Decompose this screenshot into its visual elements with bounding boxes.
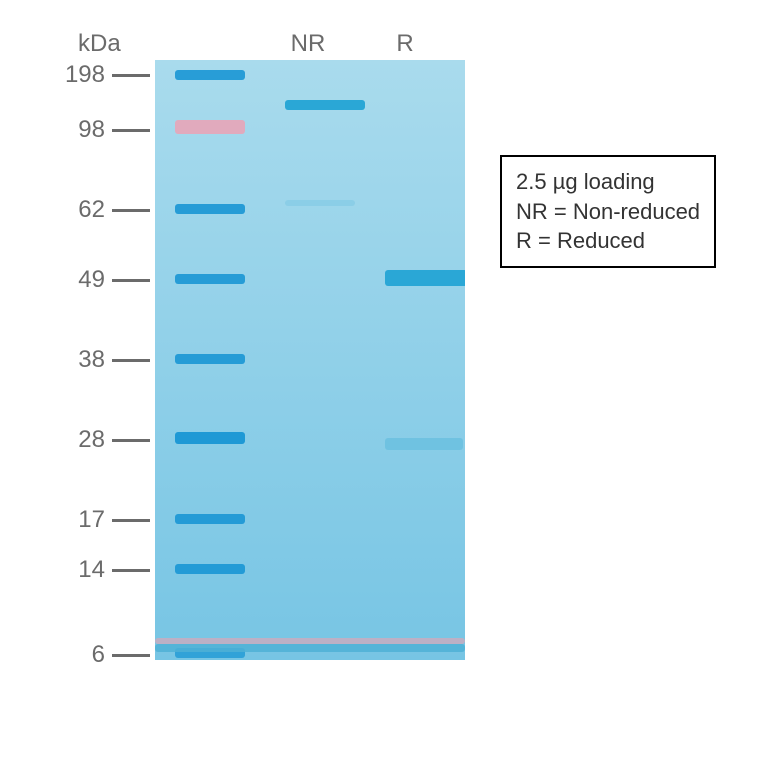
nr-band — [285, 100, 365, 110]
mw-label: 28 — [55, 426, 105, 454]
legend-line-r: R = Reduced — [516, 226, 700, 256]
mw-tick — [112, 654, 150, 657]
mw-tick — [112, 519, 150, 522]
ladder-band — [175, 70, 245, 80]
mw-tick — [112, 359, 150, 362]
r-band — [385, 270, 465, 286]
mw-label: 14 — [55, 556, 105, 584]
mw-label: 98 — [55, 116, 105, 144]
legend-line-nr: NR = Non-reduced — [516, 197, 700, 227]
lane-label-nr: NR — [278, 30, 338, 58]
ladder-band — [175, 564, 245, 574]
mw-tick — [112, 439, 150, 442]
mw-label: 198 — [55, 61, 105, 89]
dye-front-blue — [155, 644, 465, 652]
legend-line-loading: 2.5 µg loading — [516, 167, 700, 197]
mw-tick — [112, 74, 150, 77]
ladder-band — [175, 432, 245, 444]
mw-label: 17 — [55, 506, 105, 534]
r-band — [385, 438, 463, 450]
ladder-band — [175, 274, 245, 284]
gel-image — [155, 60, 465, 660]
nr-band — [285, 200, 355, 206]
lane-label-r: R — [385, 30, 425, 58]
mw-tick — [112, 129, 150, 132]
ladder-band — [175, 204, 245, 214]
mw-tick — [112, 279, 150, 282]
ladder-band — [175, 120, 245, 134]
mw-tick — [112, 569, 150, 572]
ladder-band — [175, 354, 245, 364]
kda-unit-label: kDa — [78, 30, 121, 58]
legend-box: 2.5 µg loading NR = Non-reduced R = Redu… — [500, 155, 716, 268]
mw-label: 38 — [55, 346, 105, 374]
mw-tick — [112, 209, 150, 212]
mw-label: 49 — [55, 266, 105, 294]
ladder-band — [175, 514, 245, 524]
mw-label: 62 — [55, 196, 105, 224]
mw-label: 6 — [55, 641, 105, 669]
